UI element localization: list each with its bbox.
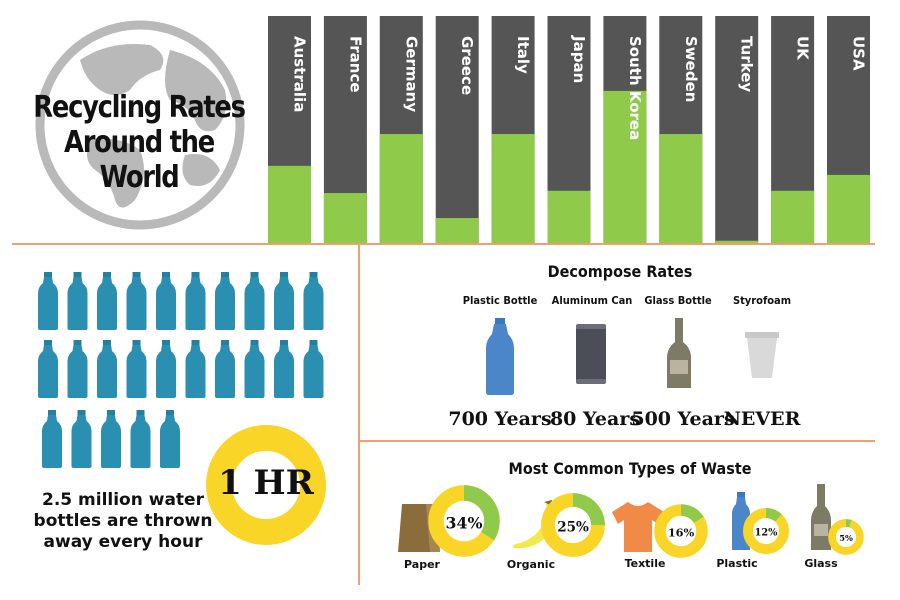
bar-value-1 (323, 193, 367, 243)
decompose-years-glass-bottle: 500 Years (631, 408, 735, 430)
waste-name-plastic: Plastic (716, 557, 758, 570)
water-bottle-icon (215, 272, 235, 330)
water-bottle-icon (97, 340, 117, 398)
bar-background-3 (435, 16, 479, 243)
water-bottles-grid (38, 272, 324, 468)
donut-label-glass: 5% (839, 533, 853, 543)
donut-label-paper: 34% (446, 513, 483, 532)
water-bottle-icon (126, 340, 147, 398)
water-bottle-icon (244, 340, 265, 398)
water-bottle-icon (156, 272, 176, 330)
page-title-line-2: Around the World (64, 125, 215, 195)
decompose-years-plastic-bottle: 700 Years (448, 408, 552, 430)
shirt-icon (612, 502, 664, 552)
waste-donut-charts: 34% 25% 16% 12% 5% (428, 485, 864, 558)
bar-value-8 (715, 240, 759, 243)
decompose-name-styrofoam: Styrofoam (732, 294, 792, 307)
bar-label-8: Turkey (738, 36, 756, 92)
donut-segment-organic (541, 493, 605, 557)
water-bottle-icon (101, 410, 121, 468)
water-bottle-icon (130, 410, 151, 468)
water-bottle-icon (67, 340, 88, 398)
water-bottle-icon (274, 340, 294, 398)
bar-label-6: South Korea (626, 36, 644, 140)
donut-label-plastic: 12% (755, 528, 779, 539)
water-bottle-icon (274, 272, 294, 330)
styrofoam-cup-icon (745, 332, 779, 378)
glass-bottle-small-icon (811, 484, 831, 550)
hour-badge: 1 HR (201, 420, 331, 550)
divider-vertical (358, 245, 360, 585)
donut-label-textile: 16% (668, 525, 695, 539)
aluminum-can-icon (576, 324, 606, 384)
water-bottle-icon (185, 272, 206, 330)
donut-segment-paper (428, 485, 500, 557)
bar-value-10 (827, 174, 870, 243)
bottles-fact-text: 2.5 million water bottles are thrown awa… (33, 490, 213, 552)
decompose-name-aluminum-can: Aluminum Can (551, 294, 633, 307)
waste-title: Most Common Types of Waste (508, 459, 752, 478)
bar-label-7: Sweden (682, 36, 700, 102)
bar-label-4: Italy (514, 36, 532, 74)
bar-value-9 (771, 190, 815, 243)
bar-label-9: UK (794, 36, 812, 61)
donut-segment-plastic (743, 508, 789, 554)
donut-label-organic: 25% (557, 519, 589, 535)
decompose-name-glass-bottle: Glass Bottle (644, 294, 712, 307)
plastic-bottle-icon (486, 318, 514, 395)
bar-value-4 (491, 134, 535, 243)
bar-label-1: France (346, 36, 364, 93)
decompose-name-plastic-bottle: Plastic Bottle (462, 294, 538, 307)
waste-name-textile: Textile (624, 557, 666, 570)
bar-label-0: Australia (291, 36, 309, 112)
recycling-bar-chart: Australia France Germany Greece Italy Japan So… (268, 16, 870, 243)
page-title-line-1: Recycling Rates (33, 90, 246, 125)
bar-value-3 (435, 218, 479, 243)
divider-horizontal-top (12, 243, 875, 245)
donut-segment-glass (828, 519, 864, 555)
donut-segment-textile (654, 504, 708, 558)
bar-value-5 (547, 190, 591, 243)
water-bottle-icon (215, 340, 235, 398)
bar-label-5: Japan (570, 35, 588, 83)
water-bottle-icon (38, 340, 58, 398)
water-bottle-icon (156, 340, 176, 398)
bar-value-2 (379, 134, 423, 243)
globe-icon (35, 20, 245, 230)
bar-label-10: USA (850, 36, 868, 71)
water-bottle-icon (38, 272, 58, 330)
waste-name-glass: Glass (804, 557, 838, 570)
bar-background-8 (715, 16, 759, 243)
water-bottle-icon (160, 410, 180, 468)
bar-value-6 (603, 90, 647, 243)
water-bottle-icon (71, 410, 92, 468)
water-bottle-icon (67, 272, 88, 330)
bar-value-7 (659, 134, 703, 243)
hour-ring (206, 425, 326, 545)
water-bottle-icon (303, 340, 324, 398)
waste-name-organic: Organic (506, 558, 556, 571)
bar-value-0 (268, 165, 311, 243)
hour-badge-label: 1 HR (218, 463, 314, 503)
waste-name-paper: Paper (404, 558, 440, 571)
water-bottle-icon (244, 272, 265, 330)
divider-horizontal-mid (360, 440, 875, 442)
decompose-years-styrofoam: NEVER (723, 408, 801, 430)
water-bottle-icon (42, 410, 62, 468)
decompose-title: Decompose Rates (547, 262, 693, 281)
water-bottle-icon (185, 340, 206, 398)
water-bottle-icon (126, 272, 147, 330)
bar-label-2: Germany (402, 36, 420, 112)
glass-bottle-icon (667, 318, 691, 388)
water-bottle-icon (303, 272, 324, 330)
bar-label-3: Greece (458, 36, 476, 95)
decompose-years-aluminum-can: 80 Years (549, 408, 641, 430)
water-bottle-icon (97, 272, 117, 330)
